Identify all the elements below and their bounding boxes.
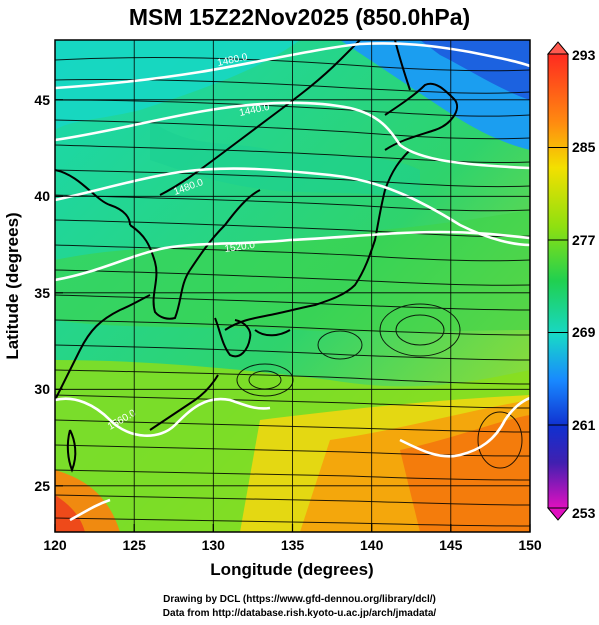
colorbar-bottom-arrow xyxy=(546,507,570,521)
x-tick-label: 140 xyxy=(360,537,384,553)
colorbar-tick-label: 269 xyxy=(572,324,596,340)
colorbar-tick-label: 261 xyxy=(572,417,596,433)
y-axis-title: Latitude (degrees) xyxy=(3,212,22,359)
x-tick-label: 150 xyxy=(518,537,542,553)
colorbar-scale xyxy=(547,53,569,509)
colorbar-tick-label: 277 xyxy=(572,232,596,248)
x-axis-title: Longitude (degrees) xyxy=(210,560,373,579)
y-tick-label: 30 xyxy=(34,381,50,397)
colorbar-tick-label: 253 xyxy=(572,505,596,521)
coastline-shikoku xyxy=(254,329,291,337)
y-tick-labels: 25 30 35 40 45 xyxy=(34,92,50,494)
credit-data-source: Data from http://database.rish.kyoto-u.a… xyxy=(162,608,437,619)
credit-drawing: Drawing by DCL (https://www.gfd-dennou.o… xyxy=(163,594,436,605)
y-tick-label: 45 xyxy=(34,92,50,108)
axis-ticks xyxy=(54,99,531,532)
x-tick-label: 125 xyxy=(123,537,147,553)
coastline-ryukyu xyxy=(149,374,219,431)
height-contours xyxy=(55,42,530,522)
x-tick-label: 120 xyxy=(43,537,67,553)
coastline-china xyxy=(55,169,151,401)
x-tick-label: 130 xyxy=(202,537,226,553)
y-tick-label: 25 xyxy=(34,478,50,494)
x-tick-label: 135 xyxy=(281,537,305,553)
colorbar-tick-label: 285 xyxy=(572,139,596,155)
x-tick-labels: 120 125 130 135 140 145 150 xyxy=(43,537,542,553)
y-tick-label: 40 xyxy=(34,188,50,204)
x-tick-label: 145 xyxy=(439,537,463,553)
colorbar-top-arrow xyxy=(546,41,570,55)
colorbar: 293 285 277 269 261 253 xyxy=(546,41,596,521)
grid-lines xyxy=(55,40,530,532)
coastline-japan xyxy=(224,149,411,331)
y-tick-label: 35 xyxy=(34,285,50,301)
map-title: MSM 15Z22Nov2025 (850.0hPa) xyxy=(128,4,471,30)
contour-label: 1520.0 xyxy=(224,240,256,255)
coastline-kyushu xyxy=(214,317,252,358)
colorbar-tick-label: 293 xyxy=(572,47,596,63)
